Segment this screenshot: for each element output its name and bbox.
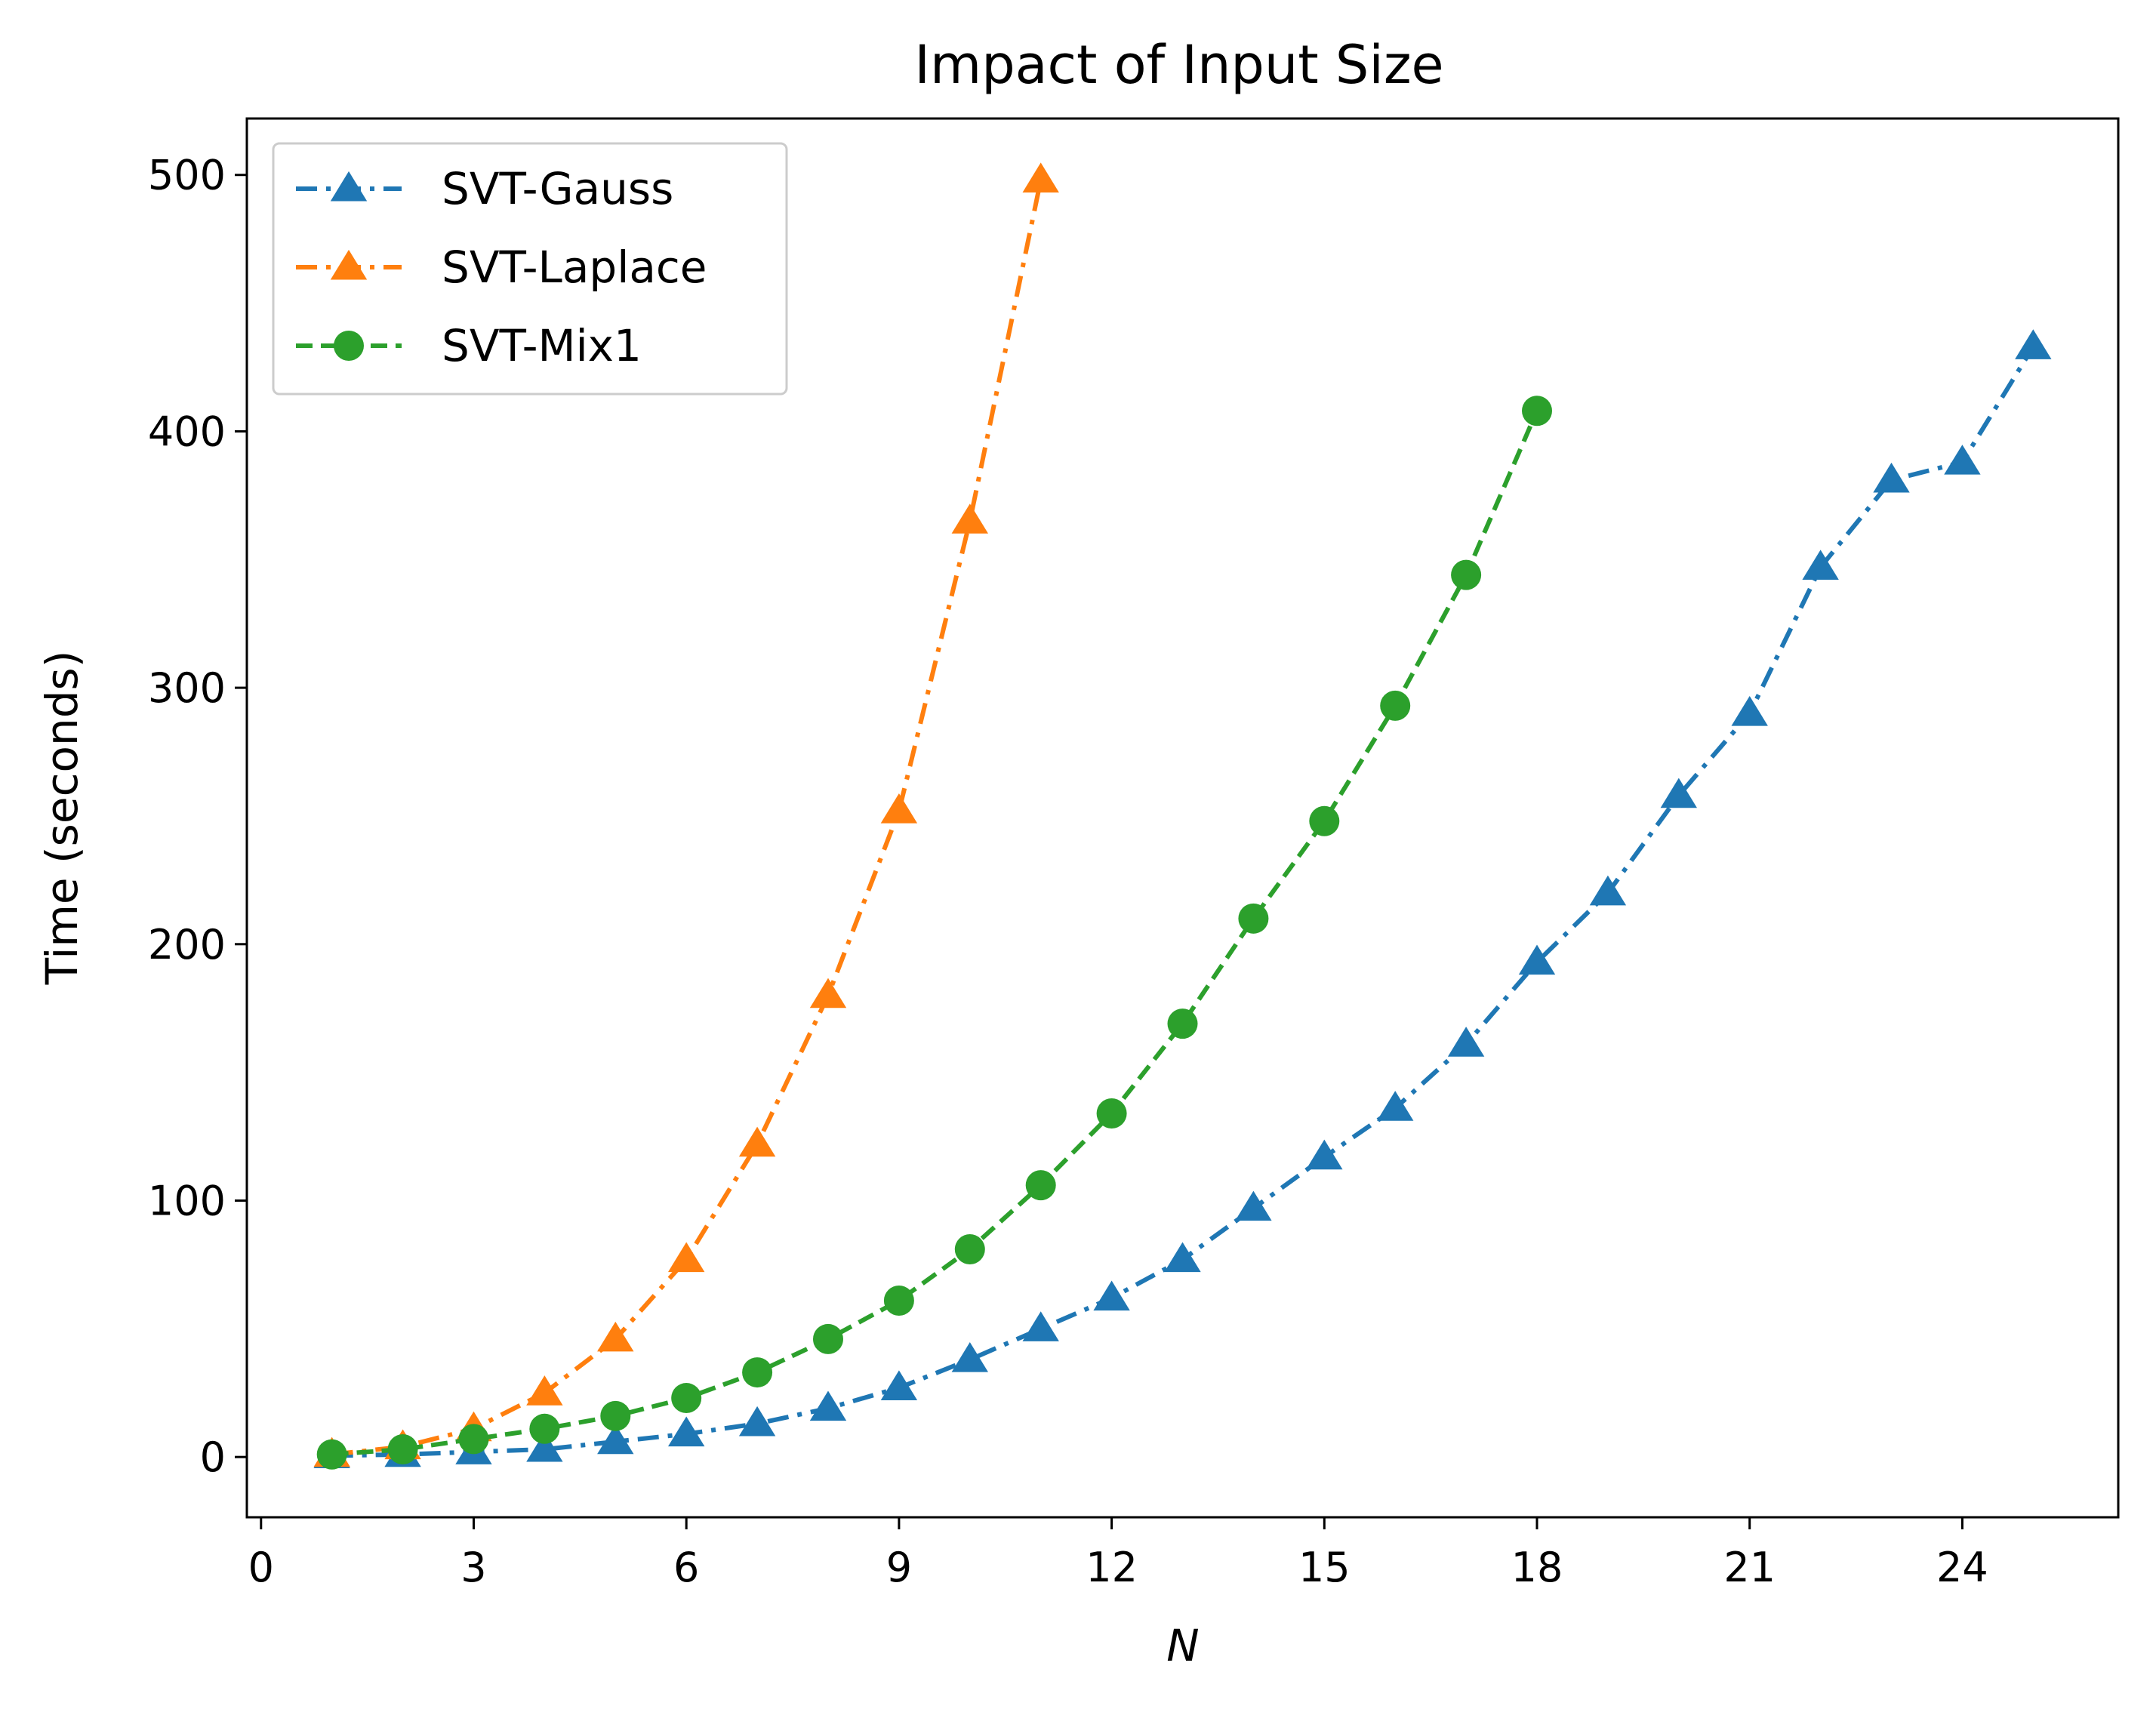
x-tick-label: 24	[1936, 1544, 1988, 1591]
y-tick-label: 400	[148, 408, 226, 455]
data-point-svt-gauss	[2015, 329, 2052, 359]
data-point-svt-laplace	[526, 1375, 563, 1406]
data-point-svt-gauss	[1873, 462, 1910, 493]
data-point-svt-laplace	[951, 503, 988, 534]
data-point-svt-mix1	[1096, 1098, 1127, 1129]
data-point-svt-laplace	[667, 1242, 705, 1273]
legend-label: SVT-Laplace	[442, 242, 707, 293]
x-axis-label: N	[1166, 1620, 1199, 1671]
x-tick-label: 0	[248, 1544, 274, 1591]
data-point-svt-mix1	[458, 1424, 489, 1455]
y-axis: 0 100 200 300 400 500	[148, 152, 247, 1481]
data-point-svt-mix1	[1238, 903, 1269, 934]
data-point-svt-mix1	[529, 1413, 560, 1444]
data-point-svt-gauss	[1802, 550, 1839, 580]
data-point-svt-mix1	[1380, 690, 1411, 721]
data-point-svt-mix1	[316, 1439, 347, 1470]
data-point-svt-mix1	[742, 1357, 773, 1388]
x-tick-label: 18	[1511, 1544, 1563, 1591]
data-point-svt-laplace	[809, 978, 847, 1008]
plot-series	[313, 162, 2052, 1470]
data-point-svt-gauss	[1447, 1027, 1485, 1057]
data-point-svt-gauss	[1589, 875, 1627, 906]
data-point-svt-mix1	[1025, 1170, 1056, 1201]
data-point-svt-gauss	[667, 1416, 705, 1447]
x-tick-label: 12	[1086, 1544, 1138, 1591]
data-point-svt-mix1	[812, 1323, 843, 1354]
data-point-svt-mix1	[1167, 1008, 1198, 1039]
y-tick-label: 300	[148, 664, 226, 712]
x-axis: 0 3 6 9 12 15 18 21 24	[248, 1517, 1988, 1591]
x-tick-label: 6	[673, 1544, 699, 1591]
x-tick-label: 15	[1298, 1544, 1351, 1591]
legend-item-svt-laplace: SVT-Laplace	[296, 242, 707, 293]
x-tick-label: 21	[1723, 1544, 1776, 1591]
data-point-svt-mix1	[671, 1383, 702, 1414]
data-point-svt-gauss	[809, 1390, 847, 1421]
data-point-svt-mix1	[883, 1285, 914, 1316]
data-point-svt-gauss	[1093, 1280, 1130, 1311]
data-point-svt-mix1	[954, 1234, 985, 1265]
legend-label: SVT-Gauss	[442, 163, 673, 214]
data-point-svt-laplace	[597, 1321, 634, 1352]
data-point-svt-gauss	[526, 1431, 563, 1462]
y-tick-label: 200	[148, 921, 226, 968]
legend-box	[272, 142, 788, 396]
chart-title: Impact of Input Size	[914, 34, 1443, 96]
data-point-svt-gauss	[1731, 695, 1768, 726]
data-point-svt-gauss	[738, 1406, 776, 1436]
data-point-svt-gauss	[1944, 445, 1981, 475]
legend-marker	[330, 249, 368, 280]
plot-frame	[245, 117, 2120, 1519]
x-tick-label: 3	[460, 1544, 486, 1591]
y-tick-label: 100	[148, 1177, 226, 1224]
data-point-svt-gauss	[1306, 1139, 1343, 1170]
data-point-svt-gauss	[1377, 1091, 1414, 1121]
legend-marker	[334, 331, 364, 361]
data-point-svt-mix1	[387, 1433, 418, 1464]
data-point-svt-laplace	[1022, 162, 1059, 193]
data-point-svt-mix1	[1522, 396, 1553, 426]
legend-label: SVT-Mix1	[442, 320, 642, 371]
legend-item-svt-mix1: SVT-Mix1	[296, 320, 642, 371]
data-point-svt-gauss	[951, 1341, 988, 1372]
series-line-svt-laplace	[331, 179, 1043, 1457]
data-point-svt-gauss	[597, 1424, 634, 1455]
data-point-svt-gauss	[1022, 1311, 1059, 1341]
y-tick-label: 500	[148, 152, 226, 199]
data-point-svt-gauss	[1164, 1242, 1201, 1273]
data-point-svt-laplace	[880, 793, 918, 824]
data-point-svt-gauss	[1660, 778, 1698, 808]
data-point-svt-laplace	[738, 1126, 776, 1157]
data-point-svt-gauss	[1518, 944, 1556, 975]
y-axis-label: Time (seconds)	[36, 651, 88, 986]
legend-item-svt-gauss: SVT-Gauss	[296, 163, 673, 214]
legend: SVT-Gauss SVT-Laplace SVT-Mix1	[272, 142, 788, 396]
series-svt-mix1	[316, 396, 1553, 1470]
data-point-svt-mix1	[600, 1400, 631, 1431]
data-point-svt-gauss	[880, 1370, 918, 1400]
x-tick-label: 9	[886, 1544, 912, 1591]
legend-marker	[330, 171, 368, 202]
data-point-svt-mix1	[1309, 805, 1340, 836]
data-point-svt-gauss	[1235, 1190, 1272, 1221]
data-point-svt-mix1	[1451, 559, 1482, 590]
y-tick-label: 0	[200, 1433, 226, 1481]
